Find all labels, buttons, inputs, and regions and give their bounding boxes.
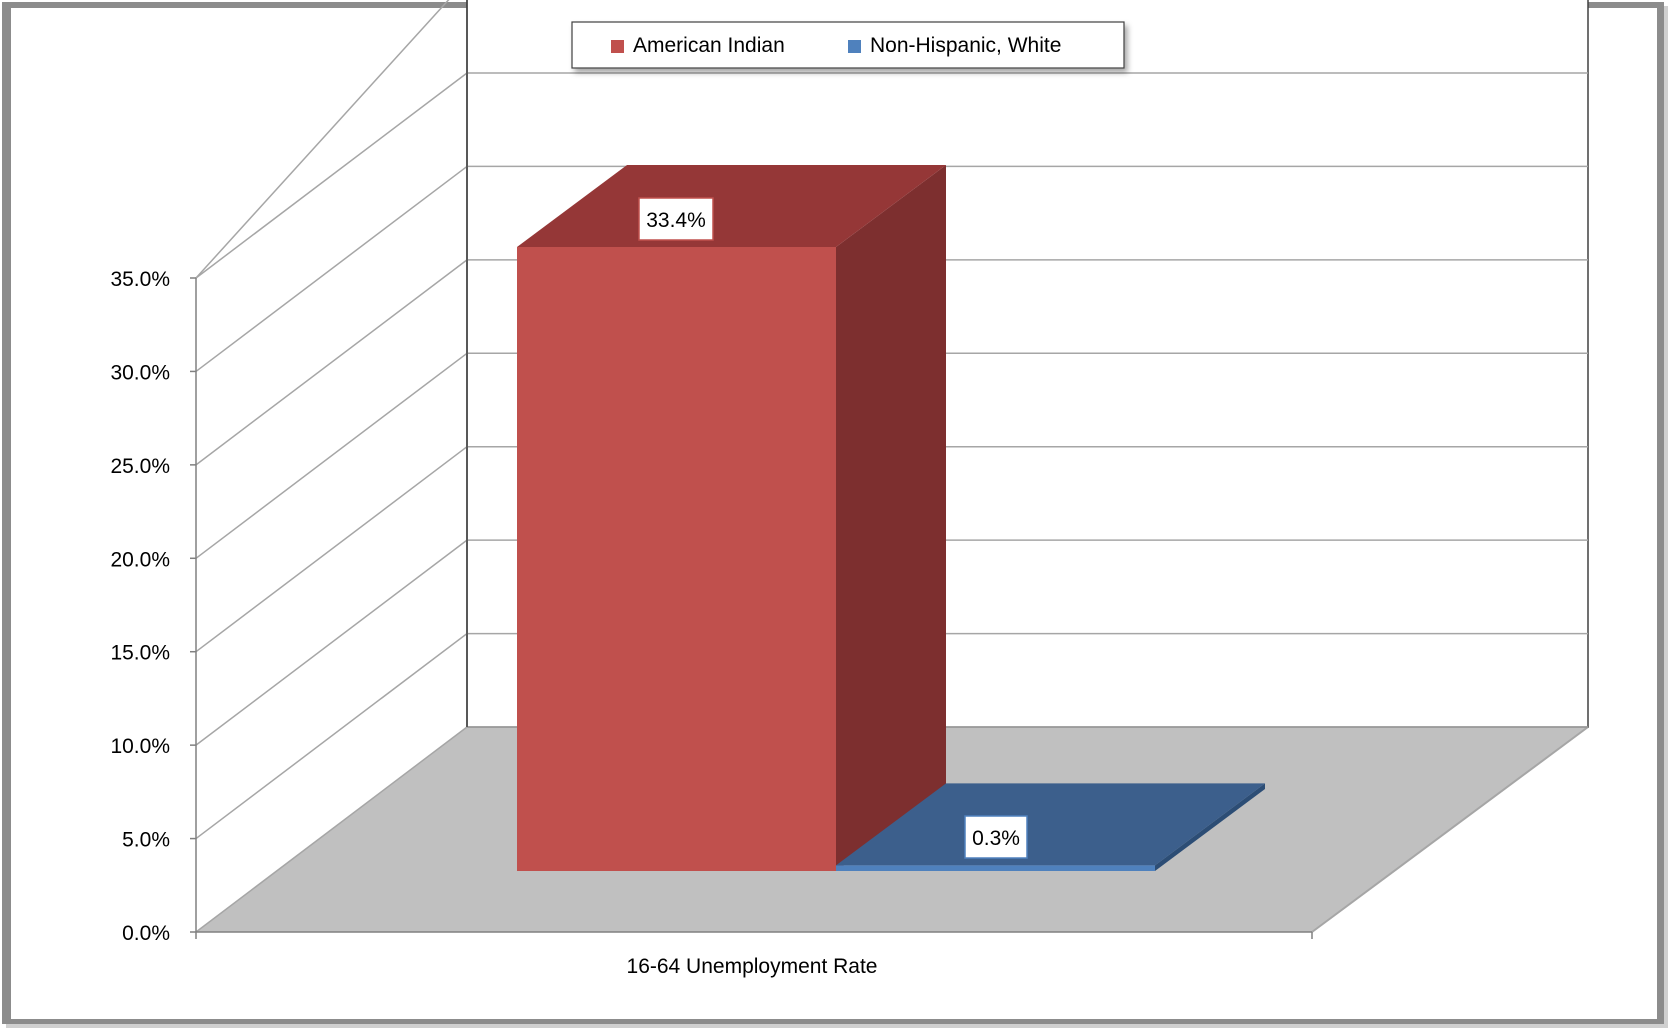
y-tick-label: 0.0% [122,922,170,945]
y-tick-label: 30.0% [110,361,170,384]
y-tick-label: 10.0% [110,735,170,758]
side-gridline [195,539,468,746]
side-gridline [195,446,468,653]
bar-top-non-hispanic-white [836,783,1265,866]
y-tick-label: 5.0% [122,829,170,852]
side-gridline [195,352,468,559]
bar-front-american-indian [517,247,836,871]
legend-swatch-american-indian [611,40,624,53]
legend-swatch-non-hispanic-white [848,40,861,53]
bar-front-non-hispanic-white [836,865,1155,871]
side-gridline [195,632,468,840]
data-label-box-american-indian [638,197,714,241]
data-label-box-non-hispanic-white [964,815,1028,859]
side-gridline [195,726,468,933]
bar-side-non-hispanic-white [1155,783,1265,871]
bar-top-american-indian [517,165,946,247]
data-label-non-hispanic-white: 0.3% [972,827,1020,850]
floor-right-edge [1311,726,1589,933]
y-tick-label: 25.0% [110,455,170,478]
bar-layer [517,165,1265,871]
side-gridline [195,259,468,466]
side-gridline [195,165,468,373]
data-label-american-indian: 33.4% [646,209,706,232]
label-layer: 33.4% 0.3% [638,197,1028,859]
y-tick-label: 15.0% [110,642,170,665]
legend: American Indian Non-Hispanic, White [571,21,1125,69]
side-gridline [195,72,468,279]
side-top-line [195,0,450,279]
legend-label-non-hispanic-white: Non-Hispanic, White [870,34,1061,57]
x-category-label: 16-64 Unemployment Rate [627,955,878,978]
legend-label-american-indian: American Indian [633,34,785,57]
y-tick-label: 35.0% [110,268,170,291]
bar-side-american-indian [836,165,946,871]
y-tick-label: 20.0% [110,548,170,571]
axis-layer: 0.0% 5.0% 10.0% 15.0% 20.0% 25.0% 30.0% 35.0% [110,0,1313,945]
